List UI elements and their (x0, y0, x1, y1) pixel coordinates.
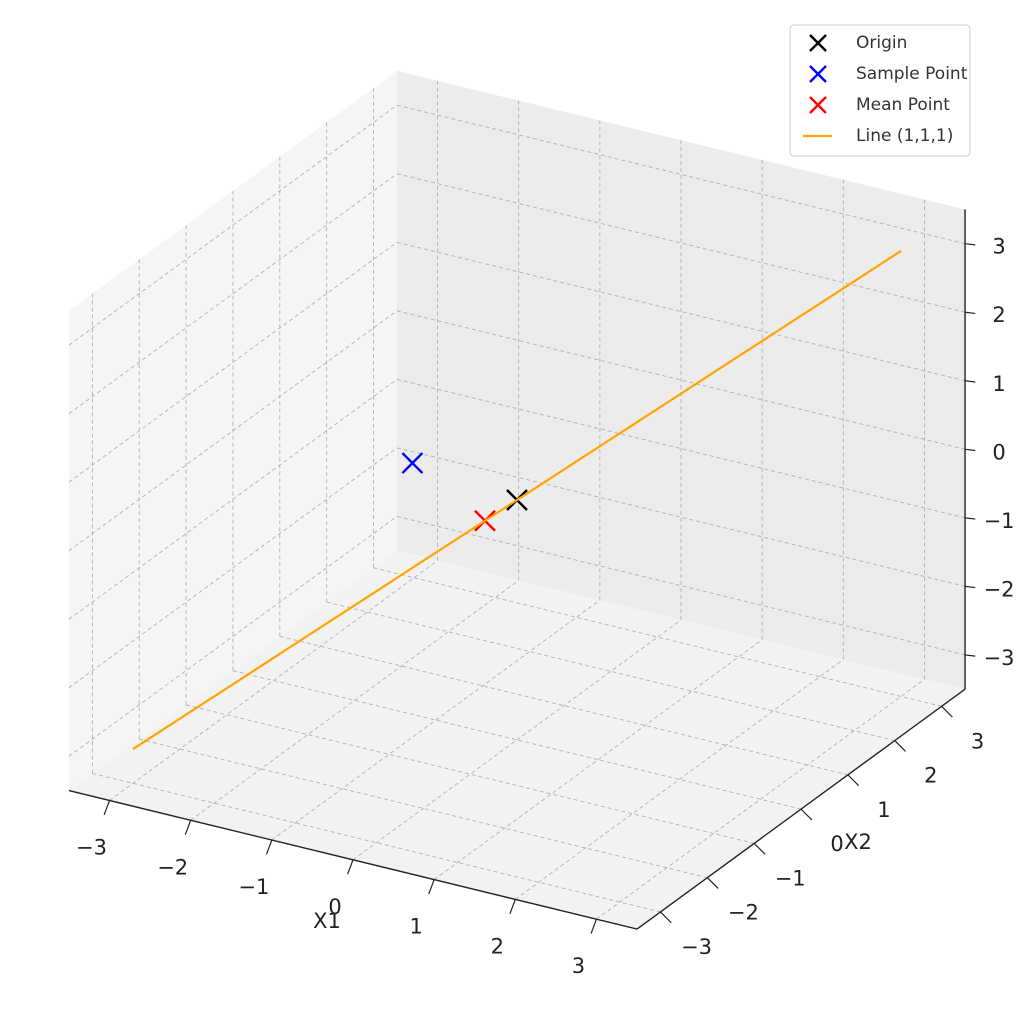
grid-line (271, 599, 601, 841)
tick-mark (428, 879, 435, 895)
tick-mark (964, 517, 976, 520)
grid-line (109, 560, 438, 801)
x-axis-label: X1 (313, 909, 341, 933)
tick-mark (800, 808, 813, 821)
tick-label: 2 (491, 934, 504, 958)
marker (809, 65, 827, 83)
legend-label: Origin (856, 33, 907, 53)
legend: Origin Sample Point Mean Point Line (1,1,1) (789, 24, 971, 157)
tick-mark (265, 839, 273, 855)
legend-label: Sample Point (856, 64, 968, 84)
tick-mark (184, 820, 192, 835)
grid-line (515, 659, 844, 900)
tick-label: −2 (157, 855, 188, 879)
tick-mark (753, 842, 766, 855)
tick-label: −3 (681, 935, 712, 959)
grid-line (68, 447, 398, 689)
tick-mark (964, 654, 976, 657)
grid-line (68, 516, 398, 757)
marker (809, 96, 827, 114)
grid-line (68, 173, 398, 414)
tick-mark (964, 448, 976, 452)
tick-mark (941, 705, 953, 718)
legend-label: Line (1,1,1) (856, 126, 953, 146)
tick-label: 3 (992, 235, 1005, 259)
tick-label: −1 (775, 866, 806, 890)
grid-line (68, 104, 398, 346)
tick-mark (964, 243, 976, 246)
tick-label: 1 (877, 798, 890, 822)
grid-line (68, 378, 398, 620)
tick-label: −2 (728, 901, 759, 925)
tick-label: 3 (572, 954, 585, 978)
grid-line (68, 241, 398, 483)
tick-label: 0 (830, 832, 843, 856)
tick-label: −1 (984, 509, 1015, 533)
tick-label: 1 (409, 915, 422, 939)
axis-line (636, 688, 966, 930)
tick-mark (509, 899, 516, 915)
grid-line (190, 580, 519, 821)
y-axis-label: X2 (844, 830, 872, 854)
tick-mark (964, 380, 976, 383)
grid-line (433, 639, 763, 880)
tick-mark (347, 859, 354, 875)
line (132, 250, 902, 750)
tick-label: −2 (984, 577, 1015, 601)
marker (401, 452, 424, 474)
tick-mark (706, 877, 719, 889)
grid-line (68, 310, 398, 552)
tick-mark (847, 774, 860, 787)
legend-label: Mean Point (856, 95, 950, 115)
tick-mark (660, 911, 672, 924)
tick-label: 0 (328, 895, 341, 919)
tick-mark (590, 918, 598, 934)
tick-label: 0 (992, 440, 1005, 464)
marker (809, 34, 827, 52)
tick-label: −3 (76, 835, 107, 859)
tick-mark (964, 311, 976, 315)
tick-mark (964, 585, 976, 589)
tick-label: 3 (971, 729, 984, 753)
tick-label: −1 (238, 875, 269, 899)
axis-line (68, 789, 638, 930)
tick-label: 1 (992, 372, 1005, 396)
grid-line (352, 619, 682, 861)
tick-mark (103, 800, 111, 816)
tick-mark (894, 740, 906, 752)
tick-label: 2 (992, 303, 1005, 327)
tick-label: 2 (924, 764, 937, 788)
legend-box (789, 24, 971, 157)
tick-label: −3 (984, 646, 1015, 670)
